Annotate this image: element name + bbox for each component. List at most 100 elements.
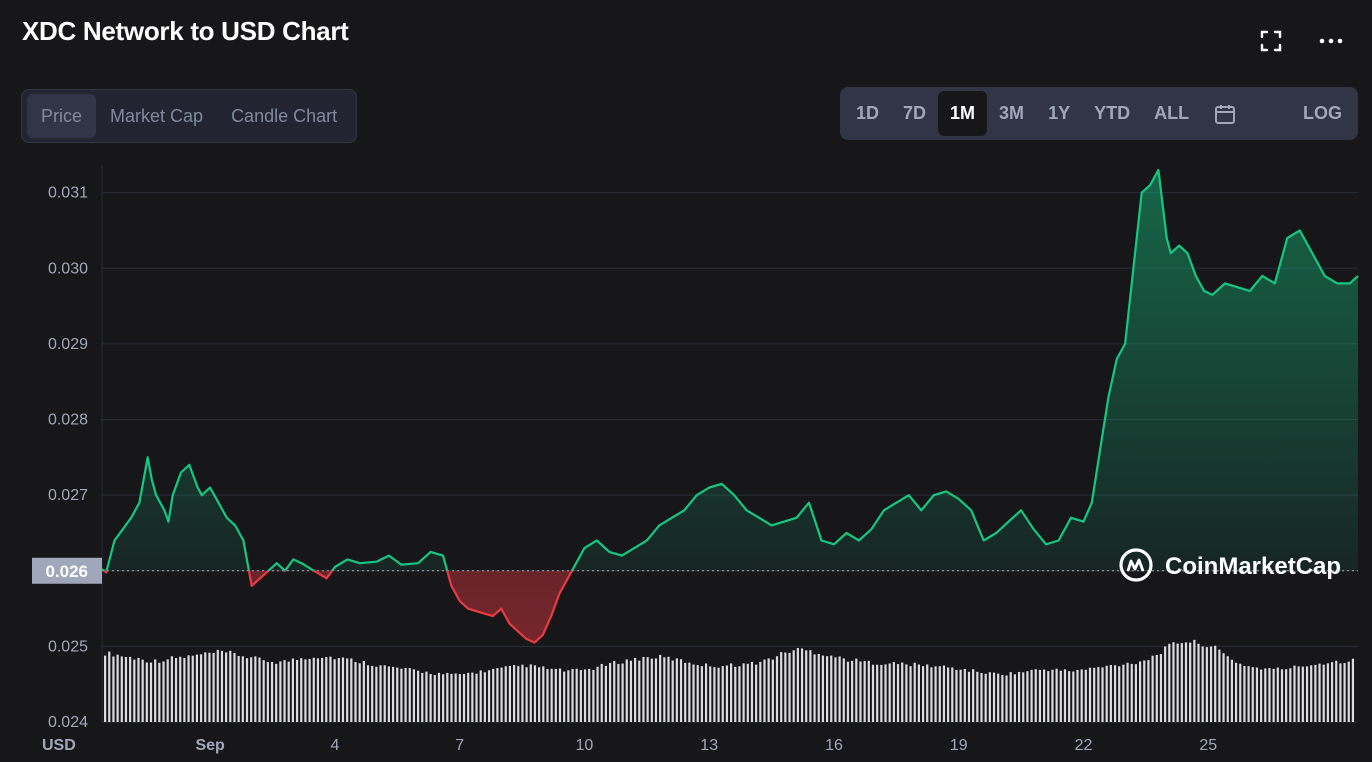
volume-bar	[124, 656, 128, 722]
price-line	[101, 168, 1359, 644]
volume-bar	[1122, 664, 1125, 722]
volume-bar	[179, 656, 182, 722]
volume-bar	[312, 657, 315, 722]
volume-bar	[1134, 664, 1138, 722]
volume-bar	[1189, 642, 1192, 722]
current-price-badge: 0.026	[32, 557, 102, 584]
volume-bar	[784, 652, 787, 722]
volume-bar	[704, 663, 708, 722]
range-ytd-button[interactable]: YTD	[1094, 103, 1131, 123]
volume-bar	[800, 648, 804, 722]
volume-bar	[1051, 669, 1054, 722]
range-1y-button[interactable]: 1Y	[1048, 103, 1071, 123]
volume-bar	[567, 670, 570, 722]
volume-bar	[362, 661, 365, 722]
volume-bar	[888, 663, 891, 722]
volume-bar	[725, 665, 729, 722]
volume-bar	[295, 659, 299, 722]
volume-bar	[1026, 671, 1029, 722]
volume-bar	[617, 663, 620, 722]
fullscreen-icon[interactable]	[1258, 28, 1284, 54]
volume-bar	[696, 665, 699, 722]
volume-bar	[245, 658, 249, 722]
volume-bar	[646, 657, 649, 722]
line-up	[101, 168, 1359, 571]
range-3m-button[interactable]: 3M	[999, 103, 1025, 123]
volume-bar	[504, 666, 507, 722]
volume-bar	[554, 668, 557, 722]
volume-bar	[1043, 669, 1046, 722]
price-area	[102, 170, 1358, 643]
volume-bar	[992, 672, 996, 722]
volume-bar	[254, 656, 257, 722]
volume-bar	[1076, 669, 1079, 722]
range-7d-button[interactable]: 7D	[903, 103, 927, 123]
y-tick-label: 0.030	[48, 260, 88, 277]
volume-bar	[579, 670, 582, 722]
volume-bar	[279, 661, 282, 722]
volume-bar	[1305, 666, 1309, 722]
volume-bar	[154, 659, 157, 722]
volume-bar	[233, 652, 236, 722]
volume-bar	[1009, 672, 1012, 722]
volume-bar	[325, 657, 328, 722]
volume-bar	[1297, 666, 1300, 722]
volume-bar	[1347, 661, 1350, 722]
x-tick-label: 16	[825, 737, 843, 754]
volume-bar	[137, 657, 140, 722]
range-1m-button[interactable]: 1M	[938, 91, 988, 136]
volume-bar	[183, 657, 186, 722]
volume-bar	[321, 657, 324, 722]
volume-bar	[1030, 669, 1033, 722]
volume-bar	[1214, 645, 1217, 722]
volume-bar	[967, 671, 971, 722]
tab-candle-chart[interactable]: Candle Chart	[231, 105, 338, 126]
volume-bar	[300, 658, 303, 722]
volume-bar	[1093, 667, 1096, 722]
tab-market-cap[interactable]: Market Cap	[110, 105, 204, 126]
volume-bar	[838, 656, 841, 722]
volume-bar	[1247, 666, 1250, 722]
volume-bar	[508, 665, 512, 722]
volume-bar	[942, 665, 946, 722]
calendar-icon[interactable]	[1201, 91, 1249, 136]
volume-bar	[533, 665, 537, 722]
volume-bar	[1101, 667, 1104, 722]
volume-bar	[880, 664, 883, 722]
volume-bar	[863, 661, 866, 722]
volume-bar	[1205, 647, 1208, 722]
log-scale-button[interactable]: LOG	[1303, 103, 1342, 123]
volume-bar	[1084, 669, 1087, 722]
volume-bar	[187, 655, 190, 722]
volume-bar	[1272, 668, 1275, 722]
more-dots-icon[interactable]	[1318, 28, 1344, 54]
volume-bar	[166, 659, 169, 722]
volume-bar	[1034, 669, 1037, 722]
volume-bar	[1351, 658, 1355, 722]
volume-bar	[1289, 668, 1292, 722]
volume-bar	[976, 671, 979, 722]
volume-bar	[1193, 639, 1196, 722]
tab-price[interactable]: Price	[27, 94, 97, 138]
volume-bar	[1001, 675, 1004, 722]
volume-bar	[475, 673, 478, 722]
volume-bar	[1097, 667, 1100, 722]
volume-bar	[538, 667, 541, 722]
range-all-button[interactable]: ALL	[1154, 103, 1190, 123]
range-1d-button[interactable]: 1D	[856, 103, 880, 123]
volume-bar	[1151, 655, 1154, 722]
volume-bar	[129, 656, 132, 722]
volume-bar	[1264, 668, 1267, 722]
volume-bar	[483, 672, 486, 722]
volume-bar	[250, 657, 253, 722]
volume-bar	[1255, 667, 1259, 722]
volume-bar	[225, 652, 228, 722]
volume-bar	[1301, 666, 1304, 722]
volume-bar	[1180, 643, 1183, 722]
x-axis: USD Sep 4 7 10 13 16 19 22 25	[42, 737, 1217, 754]
volume-bar	[479, 670, 482, 722]
volume-bar	[1147, 660, 1150, 722]
volume-bar	[959, 669, 962, 722]
volume-bar	[396, 667, 399, 722]
